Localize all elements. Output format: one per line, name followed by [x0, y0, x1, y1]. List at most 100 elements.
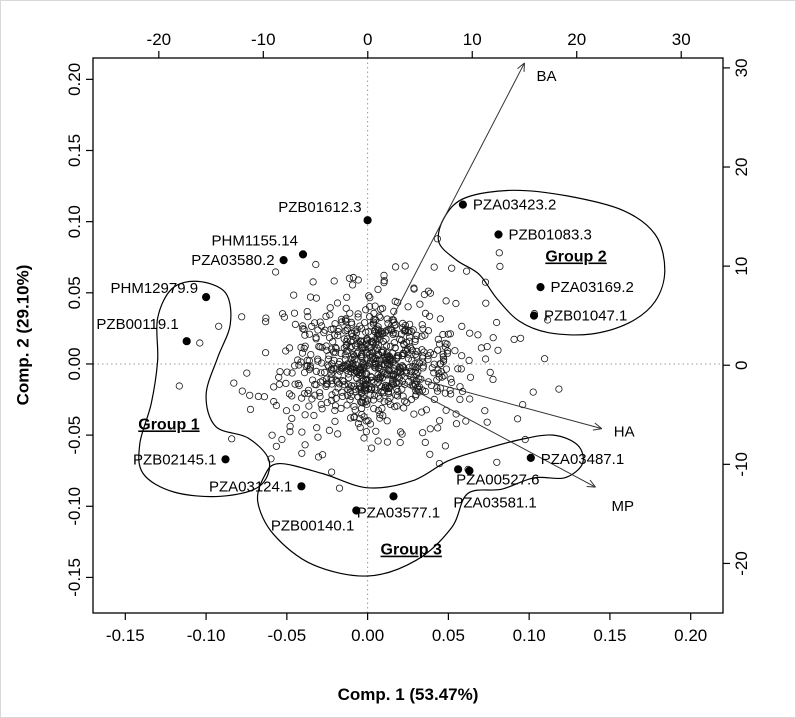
scatter-point: [331, 343, 340, 352]
scatter-point: [357, 385, 365, 393]
scatter-point: [462, 267, 471, 275]
scatter-point: [383, 417, 391, 425]
scatter-point: [309, 278, 317, 286]
scatter-point: [492, 318, 501, 327]
scatter-point: [370, 391, 378, 400]
scatter-point: [298, 449, 306, 457]
scatter-point: [359, 359, 367, 367]
scatter-point: [447, 390, 455, 398]
scatter-point: [391, 403, 399, 411]
marker-point: [454, 465, 463, 474]
scatter-point: [354, 310, 362, 318]
x-tick-label: 0.00: [351, 626, 384, 645]
x-tick-label: -0.10: [187, 626, 226, 645]
scatter-point: [430, 360, 438, 368]
scatter-point: [343, 326, 351, 334]
scatter-point: [481, 278, 490, 286]
scatter-point: [196, 339, 204, 347]
scatter-point: [230, 379, 238, 387]
scatter-point: [362, 428, 370, 436]
scatter-point: [262, 314, 270, 322]
scatter-point: [331, 402, 340, 410]
scatter-point: [303, 356, 311, 364]
scatter-point: [452, 299, 460, 308]
scatter-point: [354, 348, 362, 356]
scatter-point: [351, 342, 359, 350]
scatter-point: [401, 346, 409, 354]
scatter-point: [413, 347, 421, 355]
top-tick-label: 20: [567, 30, 586, 49]
scatter-point: [314, 355, 322, 363]
scatter-point: [305, 330, 314, 338]
scatter-point: [348, 320, 356, 328]
scatter-point: [301, 441, 309, 449]
y-tick-label: -0.10: [65, 487, 84, 526]
scatter-point: [346, 309, 354, 317]
group-outline: [437, 189, 666, 336]
scatter-point: [338, 388, 346, 396]
scatter-point: [465, 356, 473, 364]
marker-point: [352, 506, 361, 515]
marker-label: PZB01612.3: [278, 199, 361, 216]
scatter-point: [482, 299, 490, 307]
scatter-point: [343, 401, 351, 409]
scatter-point: [379, 411, 387, 420]
scatter-point: [295, 361, 303, 369]
scatter-point: [382, 335, 390, 343]
scatter-point: [316, 378, 324, 386]
scatter-point: [446, 330, 454, 338]
scatter-point: [276, 368, 284, 376]
scatter-point: [301, 411, 309, 419]
marker-point: [297, 482, 306, 491]
scatter-point: [350, 402, 358, 411]
scatter-point: [466, 329, 474, 337]
scatter-point: [330, 277, 338, 285]
scatter-point: [299, 325, 307, 333]
marker-point: [458, 200, 467, 209]
scatter-point: [315, 342, 323, 351]
scatter-point: [361, 383, 370, 391]
scatter-point: [529, 388, 537, 396]
scatter-point: [439, 350, 447, 358]
scatter-point: [457, 365, 465, 373]
x-tick-label: 0.05: [432, 626, 465, 645]
scatter-point: [327, 396, 335, 404]
scatter-point: [353, 339, 361, 348]
marker-point: [182, 337, 191, 346]
scatter-point: [332, 394, 340, 402]
scatter-point: [345, 274, 353, 282]
scatter-point: [439, 330, 447, 339]
scatter-point: [426, 450, 434, 458]
marker-label: PZA00527.6: [456, 471, 539, 488]
scatter-point: [305, 402, 313, 410]
scatter-point: [380, 397, 388, 406]
scatter-point: [343, 293, 351, 301]
scatter-point: [380, 271, 388, 279]
scatter-point: [357, 325, 366, 333]
vector-label: MP: [612, 498, 635, 515]
scatter-point: [340, 381, 349, 389]
scatter-point: [360, 363, 368, 372]
scatter-point: [379, 387, 387, 395]
group-label: Group 2: [545, 249, 606, 266]
scatter-point: [454, 365, 462, 373]
scatter-point: [519, 400, 527, 409]
scatter-point: [351, 327, 359, 335]
scatter-point: [341, 362, 350, 370]
scatter-point: [435, 340, 444, 348]
scatter-point: [331, 348, 340, 356]
scatter-point: [362, 306, 370, 314]
scatter-point: [426, 349, 434, 357]
scatter-point: [400, 340, 408, 348]
scatter-point: [413, 363, 421, 371]
scatter-point: [383, 438, 391, 446]
scatter-point: [385, 360, 393, 368]
scatter-point: [510, 335, 518, 343]
scatter-point: [448, 264, 456, 272]
scatter-point: [297, 394, 306, 402]
scatter-point: [298, 349, 307, 357]
scatter-point: [346, 384, 354, 392]
marker-label: PHM1155.14: [212, 232, 298, 249]
x-tick-label: 0.10: [513, 626, 546, 645]
